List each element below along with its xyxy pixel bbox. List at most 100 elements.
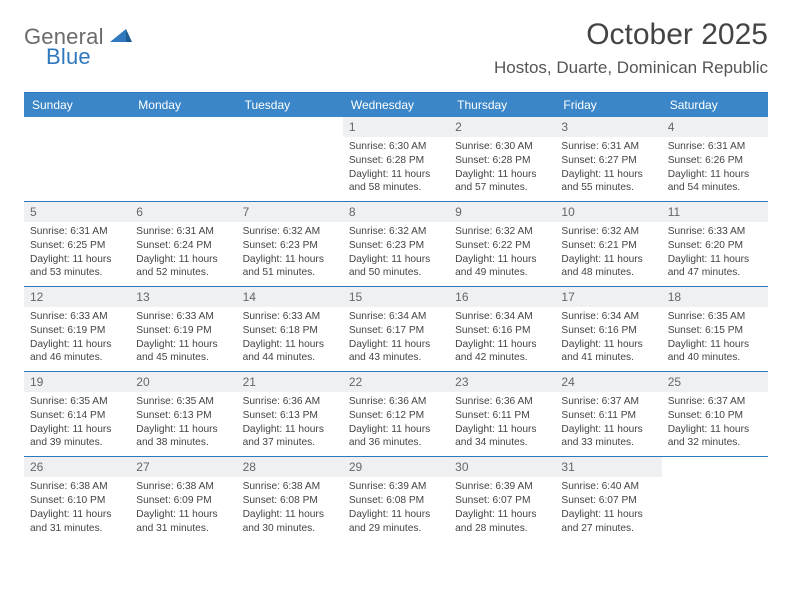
sunrise-text: Sunrise: 6:33 AM bbox=[243, 310, 339, 324]
sunset-text: Sunset: 6:10 PM bbox=[668, 409, 764, 423]
sunset-text: Sunset: 6:11 PM bbox=[455, 409, 551, 423]
day-number: 30 bbox=[449, 457, 555, 477]
day-body: Sunrise: 6:31 AMSunset: 6:24 PMDaylight:… bbox=[136, 225, 232, 280]
day-body: Sunrise: 6:32 AMSunset: 6:23 PMDaylight:… bbox=[243, 225, 339, 280]
day-number: 25 bbox=[662, 372, 768, 392]
day-header-monday: Monday bbox=[130, 93, 236, 117]
sunset-text: Sunset: 6:19 PM bbox=[30, 324, 126, 338]
day-number: 10 bbox=[555, 202, 661, 222]
day-body: Sunrise: 6:38 AMSunset: 6:09 PMDaylight:… bbox=[136, 480, 232, 535]
sunset-text: Sunset: 6:20 PM bbox=[668, 239, 764, 253]
day-cell: 19Sunrise: 6:35 AMSunset: 6:14 PMDayligh… bbox=[24, 372, 130, 456]
day-cell bbox=[24, 117, 130, 201]
daylight-text: Daylight: 11 hours and 54 minutes. bbox=[668, 168, 764, 196]
location-text: Hostos, Duarte, Dominican Republic bbox=[494, 58, 768, 78]
day-body: Sunrise: 6:35 AMSunset: 6:13 PMDaylight:… bbox=[136, 395, 232, 450]
daylight-text: Daylight: 11 hours and 50 minutes. bbox=[349, 253, 445, 281]
sunset-text: Sunset: 6:16 PM bbox=[561, 324, 657, 338]
week-row: 1 Sunrise: 6:30 AMSunset: 6:28 PMDaylight… bbox=[24, 117, 768, 201]
day-cell: 26Sunrise: 6:38 AMSunset: 6:10 PMDayligh… bbox=[24, 457, 130, 541]
daylight-text: Daylight: 11 hours and 28 minutes. bbox=[455, 508, 551, 536]
day-number: 28 bbox=[237, 457, 343, 477]
daylight-text: Daylight: 11 hours and 27 minutes. bbox=[561, 508, 657, 536]
month-title: October 2025 bbox=[494, 18, 768, 52]
day-cell: 25 Sunrise: 6:37 AMSunset: 6:10 PMDayligh… bbox=[662, 372, 768, 456]
header-row: General Blue October 2025 Hostos, Duarte… bbox=[24, 18, 768, 78]
sunrise-text: Sunrise: 6:33 AM bbox=[30, 310, 126, 324]
sunset-text: Sunset: 6:26 PM bbox=[668, 154, 764, 168]
day-body: Sunrise: 6:33 AMSunset: 6:19 PMDaylight:… bbox=[30, 310, 126, 365]
daylight-text: Daylight: 11 hours and 41 minutes. bbox=[561, 338, 657, 366]
day-cell: 28 Sunrise: 6:38 AMSunset: 6:08 PMDayligh… bbox=[237, 457, 343, 541]
day-cell: 14Sunrise: 6:33 AMSunset: 6:18 PMDayligh… bbox=[237, 287, 343, 371]
sunset-text: Sunset: 6:24 PM bbox=[136, 239, 232, 253]
sunset-text: Sunset: 6:25 PM bbox=[30, 239, 126, 253]
day-number: 16 bbox=[449, 287, 555, 307]
daylight-text: Daylight: 11 hours and 58 minutes. bbox=[349, 168, 445, 196]
sunrise-text: Sunrise: 6:32 AM bbox=[349, 225, 445, 239]
sunset-text: Sunset: 6:08 PM bbox=[243, 494, 339, 508]
sunrise-text: Sunrise: 6:30 AM bbox=[455, 140, 551, 154]
day-cell: 21Sunrise: 6:36 AMSunset: 6:13 PMDayligh… bbox=[237, 372, 343, 456]
sunset-text: Sunset: 6:11 PM bbox=[561, 409, 657, 423]
day-header-saturday: Saturday bbox=[662, 93, 768, 117]
day-number: 5 bbox=[24, 202, 130, 222]
daylight-text: Daylight: 11 hours and 29 minutes. bbox=[349, 508, 445, 536]
daylight-text: Daylight: 11 hours and 31 minutes. bbox=[136, 508, 232, 536]
day-cell: 18Sunrise: 6:35 AMSunset: 6:15 PMDayligh… bbox=[662, 287, 768, 371]
day-number: 31 bbox=[555, 457, 661, 477]
day-body: Sunrise: 6:34 AMSunset: 6:16 PMDaylight:… bbox=[455, 310, 551, 365]
sunset-text: Sunset: 6:14 PM bbox=[30, 409, 126, 423]
day-cell: 13Sunrise: 6:33 AMSunset: 6:19 PMDayligh… bbox=[130, 287, 236, 371]
sunset-text: Sunset: 6:13 PM bbox=[243, 409, 339, 423]
day-number: 17 bbox=[555, 287, 661, 307]
day-cell: 23Sunrise: 6:36 AMSunset: 6:11 PMDayligh… bbox=[449, 372, 555, 456]
day-body: Sunrise: 6:37 AMSunset: 6:10 PMDaylight:… bbox=[668, 395, 764, 450]
daylight-text: Daylight: 11 hours and 53 minutes. bbox=[30, 253, 126, 281]
day-number: 11 bbox=[662, 202, 768, 222]
day-cell: 5Sunrise: 6:31 AMSunset: 6:25 PMDaylight… bbox=[24, 202, 130, 286]
day-cell: 22Sunrise: 6:36 AMSunset: 6:12 PMDayligh… bbox=[343, 372, 449, 456]
sunrise-text: Sunrise: 6:36 AM bbox=[349, 395, 445, 409]
sunset-text: Sunset: 6:15 PM bbox=[668, 324, 764, 338]
day-body: Sunrise: 6:34 AMSunset: 6:16 PMDaylight:… bbox=[561, 310, 657, 365]
day-header-friday: Friday bbox=[555, 93, 661, 117]
daylight-text: Daylight: 11 hours and 44 minutes. bbox=[243, 338, 339, 366]
day-cell: 9Sunrise: 6:32 AMSunset: 6:22 PMDaylight… bbox=[449, 202, 555, 286]
daylight-text: Daylight: 11 hours and 32 minutes. bbox=[668, 423, 764, 451]
day-body: Sunrise: 6:39 AMSunset: 6:08 PMDaylight:… bbox=[349, 480, 445, 535]
day-number: 19 bbox=[24, 372, 130, 392]
sunset-text: Sunset: 6:13 PM bbox=[136, 409, 232, 423]
day-body: Sunrise: 6:40 AMSunset: 6:07 PMDaylight:… bbox=[561, 480, 657, 535]
day-number: 15 bbox=[343, 287, 449, 307]
day-number: 18 bbox=[662, 287, 768, 307]
calendar: Sunday Monday Tuesday Wednesday Thursday… bbox=[24, 92, 768, 541]
daylight-text: Daylight: 11 hours and 51 minutes. bbox=[243, 253, 339, 281]
day-number: 12 bbox=[24, 287, 130, 307]
day-cell: 11Sunrise: 6:33 AMSunset: 6:20 PMDayligh… bbox=[662, 202, 768, 286]
day-number: 23 bbox=[449, 372, 555, 392]
day-number: 24 bbox=[555, 372, 661, 392]
sunrise-text: Sunrise: 6:36 AM bbox=[243, 395, 339, 409]
day-body: Sunrise: 6:31 AMSunset: 6:27 PMDaylight:… bbox=[561, 140, 657, 195]
sunrise-text: Sunrise: 6:33 AM bbox=[668, 225, 764, 239]
sunrise-text: Sunrise: 6:39 AM bbox=[349, 480, 445, 494]
day-body: Sunrise: 6:32 AMSunset: 6:23 PMDaylight:… bbox=[349, 225, 445, 280]
daylight-text: Daylight: 11 hours and 52 minutes. bbox=[136, 253, 232, 281]
day-number: 22 bbox=[343, 372, 449, 392]
sunset-text: Sunset: 6:09 PM bbox=[136, 494, 232, 508]
day-number: 9 bbox=[449, 202, 555, 222]
sunset-text: Sunset: 6:08 PM bbox=[349, 494, 445, 508]
daylight-text: Daylight: 11 hours and 57 minutes. bbox=[455, 168, 551, 196]
daylight-text: Daylight: 11 hours and 39 minutes. bbox=[30, 423, 126, 451]
weeks-container: 1 Sunrise: 6:30 AMSunset: 6:28 PMDaylight… bbox=[24, 117, 768, 541]
day-cell: 30Sunrise: 6:39 AMSunset: 6:07 PMDayligh… bbox=[449, 457, 555, 541]
day-number: 3 bbox=[555, 117, 661, 137]
sunset-text: Sunset: 6:07 PM bbox=[561, 494, 657, 508]
day-number: 20 bbox=[130, 372, 236, 392]
day-number: 1 bbox=[343, 117, 449, 137]
day-header-thursday: Thursday bbox=[449, 93, 555, 117]
day-body: Sunrise: 6:38 AMSunset: 6:08 PMDaylight:… bbox=[243, 480, 339, 535]
day-body: Sunrise: 6:30 AMSunset: 6:28 PMDaylight:… bbox=[455, 140, 551, 195]
day-header-wednesday: Wednesday bbox=[343, 93, 449, 117]
